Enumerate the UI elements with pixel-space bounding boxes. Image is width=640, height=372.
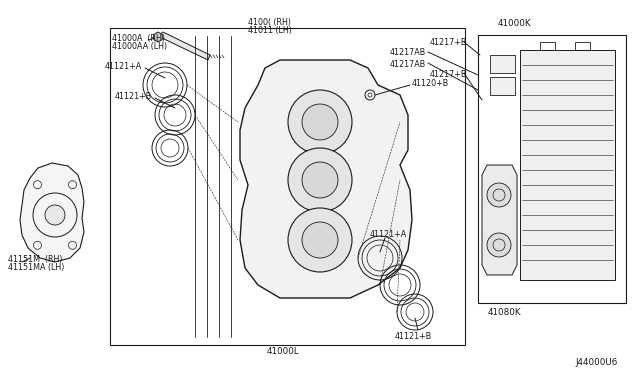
Polygon shape — [482, 165, 517, 275]
Circle shape — [288, 208, 352, 272]
Text: 41080K: 41080K — [488, 308, 522, 317]
Circle shape — [487, 183, 511, 207]
Text: 41217AB: 41217AB — [390, 48, 426, 57]
Text: 41000AA (LH): 41000AA (LH) — [112, 42, 167, 51]
Text: 41217+B: 41217+B — [430, 38, 467, 47]
Polygon shape — [158, 32, 210, 60]
Bar — [520, 50, 615, 280]
Circle shape — [288, 90, 352, 154]
Bar — [540, 42, 555, 50]
Text: 41151MA (LH): 41151MA (LH) — [8, 263, 65, 272]
Text: 41121+B: 41121+B — [395, 332, 432, 341]
Circle shape — [302, 104, 338, 140]
Text: 41000K: 41000K — [498, 19, 532, 28]
Polygon shape — [154, 32, 163, 42]
Text: 41120+B: 41120+B — [412, 79, 449, 88]
Circle shape — [288, 148, 352, 212]
Text: 41217+B: 41217+B — [430, 70, 467, 79]
Circle shape — [487, 233, 511, 257]
Text: 41000L: 41000L — [267, 347, 300, 356]
Text: 41000A  (RH): 41000A (RH) — [112, 34, 165, 43]
Polygon shape — [20, 163, 84, 262]
Polygon shape — [490, 77, 515, 95]
Bar — [575, 42, 590, 50]
Bar — [478, 35, 626, 303]
Text: 41217AB: 41217AB — [390, 60, 426, 69]
Text: 41121+B: 41121+B — [115, 92, 152, 101]
Text: 41151M  (RH): 41151M (RH) — [8, 255, 63, 264]
Text: J44000U6: J44000U6 — [575, 358, 617, 367]
Circle shape — [302, 222, 338, 258]
Circle shape — [302, 162, 338, 198]
Text: 4100( (RH): 4100( (RH) — [248, 18, 291, 27]
Polygon shape — [240, 60, 412, 298]
Text: 41121+A: 41121+A — [370, 230, 407, 239]
Text: 41011 (LH): 41011 (LH) — [248, 26, 292, 35]
Circle shape — [45, 205, 65, 225]
Text: 41121+A: 41121+A — [105, 62, 142, 71]
Bar — [110, 28, 465, 345]
Polygon shape — [490, 55, 515, 73]
